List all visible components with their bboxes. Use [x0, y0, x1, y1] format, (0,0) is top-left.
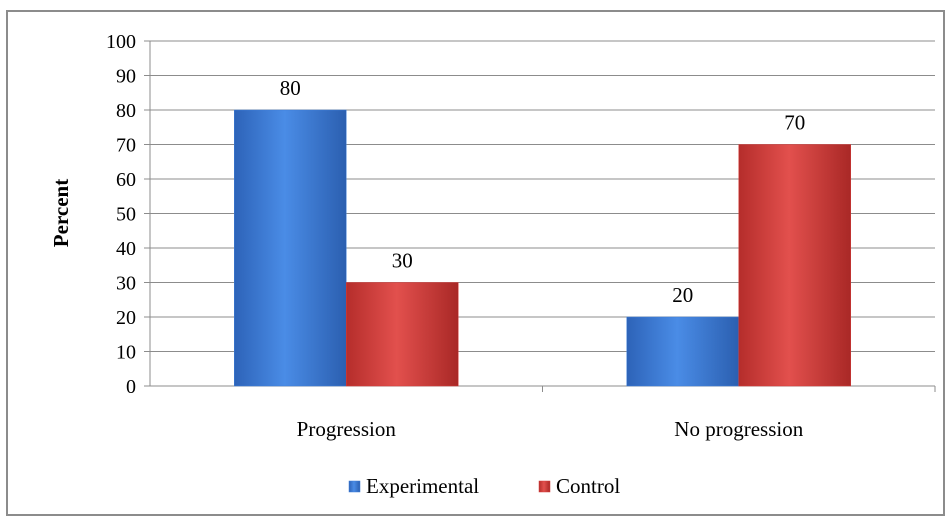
y-tick-label: 20 [116, 307, 136, 329]
y-tick-label: 30 [116, 273, 136, 295]
data-label: 30 [392, 249, 413, 273]
y-tick-label: 50 [116, 204, 136, 226]
bar-control [346, 282, 459, 387]
bar-experimental [234, 109, 347, 387]
y-tick-label: 70 [116, 135, 136, 157]
data-label: 20 [672, 283, 693, 307]
y-tick-label: 90 [116, 66, 136, 88]
legend-swatch-control [538, 480, 551, 493]
x-category-label: No progression [674, 417, 803, 441]
labels: 0 10 20 30 40 50 60 70 80 90 100 80 30 Progression 20 7… [106, 31, 805, 441]
legend-swatch-experimental [348, 480, 361, 493]
legend-label: Experimental [366, 474, 479, 498]
y-tick-label: 60 [116, 169, 136, 191]
y-tick-label: 40 [116, 238, 136, 260]
bar-control [738, 144, 851, 387]
legend: Experimental Control [348, 474, 620, 498]
y-tick-label: 0 [126, 376, 136, 398]
y-tick-label: 100 [106, 31, 136, 53]
y-tick-label: 10 [116, 342, 136, 364]
y-axis-title: Percent [49, 179, 73, 247]
data-label: 80 [280, 76, 301, 100]
bar-experimental [626, 316, 739, 387]
legend-label: Control [556, 474, 620, 498]
bars [234, 109, 851, 387]
x-category-label: Progression [297, 417, 397, 441]
y-tick-label: 80 [116, 100, 136, 122]
data-label: 70 [784, 111, 805, 135]
